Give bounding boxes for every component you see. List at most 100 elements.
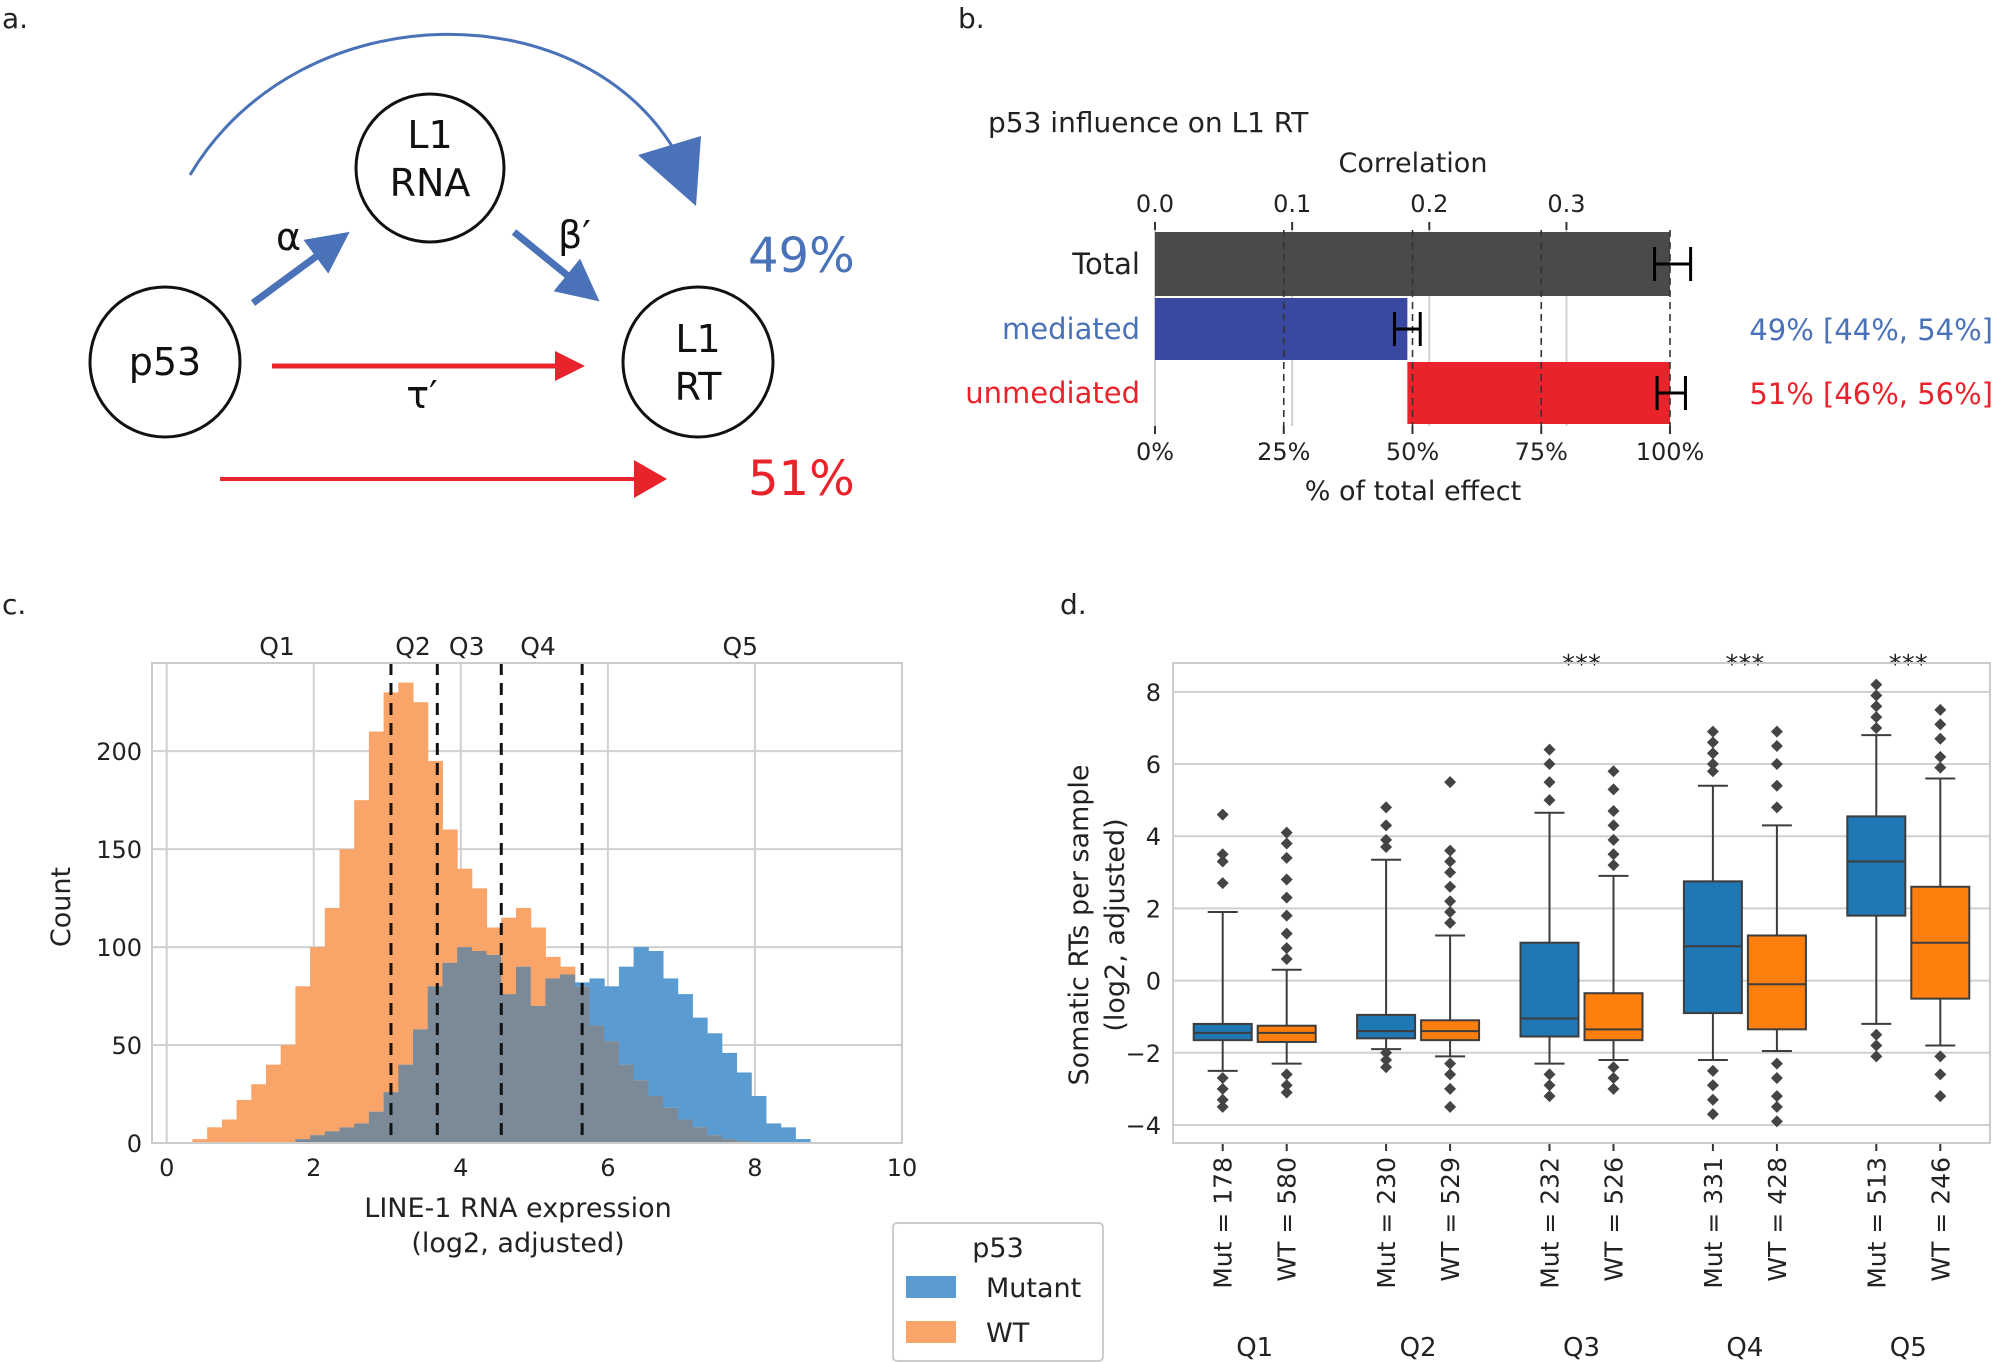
chart-c-bin-wt [236, 1099, 252, 1143]
chart-d-flier [1870, 1028, 1883, 1041]
chart-c-bin-overlap [398, 1064, 414, 1143]
chart-c-bin-overlap [442, 962, 458, 1143]
chart-d-flier [1770, 740, 1783, 753]
chart-d-flier [1444, 776, 1457, 789]
chart-d-flier [1216, 808, 1229, 821]
legend: p53 Mutant WT [892, 1222, 1104, 1362]
legend-title: p53 [972, 1233, 1024, 1264]
chart-d-flier [1444, 1068, 1457, 1081]
chart-d-flier [1870, 1039, 1883, 1052]
node-l1-rt [621, 285, 775, 439]
chart-c-xlabel-1: LINE-1 RNA expression [364, 1193, 671, 1224]
chart-d-ylabel-1: Somatic RTs per sample [1064, 764, 1095, 1085]
chart-d-flier [1770, 801, 1783, 814]
chart-c-bin-overlap [383, 1092, 399, 1143]
chart-d-flier [1770, 1115, 1783, 1128]
chart-d-flier [1216, 855, 1229, 868]
node-p53-label: p53 [129, 340, 201, 384]
chart-d-flier [1280, 826, 1293, 839]
chart-c-ylabel: Count [46, 867, 77, 947]
chart-d-flier [1280, 952, 1293, 965]
chart-c-bin-wt [501, 917, 517, 995]
chart-c-bin-overlap [604, 1041, 620, 1143]
chart-c-bin-mutant [618, 966, 635, 1065]
chart-d-flier [1706, 747, 1719, 760]
chart-d-flier [1380, 833, 1393, 846]
chart-b-corr-tick-label: 0.0 [1136, 190, 1174, 218]
chart-d-group-label: Q2 [1400, 1333, 1437, 1362]
chart-c-bin-mutant [677, 994, 693, 1120]
chart-c-bin-mutant [589, 978, 605, 1026]
chart-c-bin-overlap [310, 1135, 326, 1143]
chart-b-annotation-mediated: 49% [44%, 54%] [1749, 313, 1993, 347]
chart-d-flier [1934, 732, 1947, 745]
chart-c-xtick-label: 6 [600, 1154, 615, 1182]
chart-b-pct-tick-label: 50% [1386, 438, 1439, 466]
chart-c-bin-wt [310, 947, 326, 1136]
chart-d-flier [1280, 927, 1293, 940]
chart-d-flier [1380, 819, 1393, 832]
edge-tau-label: τ′ [406, 373, 438, 417]
panel-label-d: d. [1060, 588, 1087, 621]
chart-d-group-label: Q5 [1890, 1333, 1927, 1362]
chart-c-bin-mutant [648, 951, 664, 1096]
chart-d-flier [1216, 1100, 1229, 1113]
chart-d-flier [1216, 848, 1229, 861]
node-l1-rna [354, 92, 506, 244]
chart-d-flier [1444, 916, 1457, 929]
chart-c-bin-wt [354, 800, 370, 1124]
chart-c-bin-wt [295, 986, 311, 1140]
indirect-path-arc [188, 32, 682, 176]
chart-d-box [1746, 934, 1807, 1031]
chart-c-xtick-label: 8 [747, 1154, 762, 1182]
chart-c-bin-mutant [751, 1095, 767, 1143]
chart-d-flier [1444, 1082, 1457, 1095]
chart-d-flier [1216, 1093, 1229, 1106]
chart-d-flier [1380, 841, 1393, 854]
chart-d-flier [1770, 1100, 1783, 1113]
chart-c-xtick-label: 0 [159, 1154, 174, 1182]
chart-d-count-label: Mut = 178 [1209, 1157, 1238, 1289]
expression-histogram: LINE-1 RNA expression (log2, adjusted) C… [46, 632, 917, 1259]
chart-d-flier [1607, 783, 1620, 796]
chart-c-bin-mutant [633, 947, 649, 1081]
chart-c-ytick-label: 100 [96, 934, 142, 962]
chart-b-annotation-unmediated: 51% [46%, 56%] [1749, 377, 1993, 411]
chart-c-bin-wt [192, 1139, 208, 1143]
chart-d-flier [1444, 880, 1457, 893]
chart-b-pct-tick-label: 25% [1257, 438, 1310, 466]
chart-b-top-axis-label: Correlation [1339, 148, 1488, 179]
chart-d-flier [1607, 804, 1620, 817]
panel-label-a: a. [2, 2, 28, 35]
chart-c-bin-mutant [736, 1072, 752, 1142]
chart-b-pct-tick-label: 75% [1515, 438, 1568, 466]
chart-d-count-label: WT = 529 [1436, 1157, 1465, 1282]
chart-c-bin-overlap [515, 966, 532, 1143]
chart-d-flier [1770, 1057, 1783, 1070]
chart-c-xlabel-2: (log2, adjusted) [411, 1228, 624, 1259]
chart-c-bin-wt [471, 888, 488, 951]
chart-c-bin-overlap [501, 994, 517, 1143]
chart-d-flier [1934, 1068, 1947, 1081]
chart-b-bar-mediated [1155, 298, 1408, 360]
chart-d-flier [1444, 906, 1457, 919]
chart-b-bar-Total [1155, 232, 1670, 296]
chart-c-bin-overlap [677, 1119, 693, 1143]
chart-d-group-label: Q3 [1563, 1333, 1600, 1362]
chart-c-xtick-label: 4 [453, 1154, 468, 1182]
edge-beta-label: β′ [558, 213, 591, 257]
chart-c-frame [151, 662, 903, 1144]
mediation-diagram: p53 L1 RNA L1 RT α β′ τ′ 49% 51% [88, 32, 855, 507]
chart-d-flier [1934, 718, 1947, 731]
chart-d-flier [1870, 678, 1883, 691]
chart-d-flier [1444, 866, 1457, 879]
edge-alpha-label: α [276, 215, 301, 259]
chart-d-flier [1934, 1090, 1947, 1103]
chart-d-flier [1543, 1079, 1556, 1092]
chart-d-flier [1543, 743, 1556, 756]
chart-c-quintile-label: Q3 [449, 632, 485, 661]
chart-c-bin-wt [427, 760, 443, 987]
chart-d-flier [1280, 1086, 1293, 1099]
chart-d-flier [1770, 758, 1783, 771]
node-l1-rna-label-2: RNA [390, 161, 471, 205]
